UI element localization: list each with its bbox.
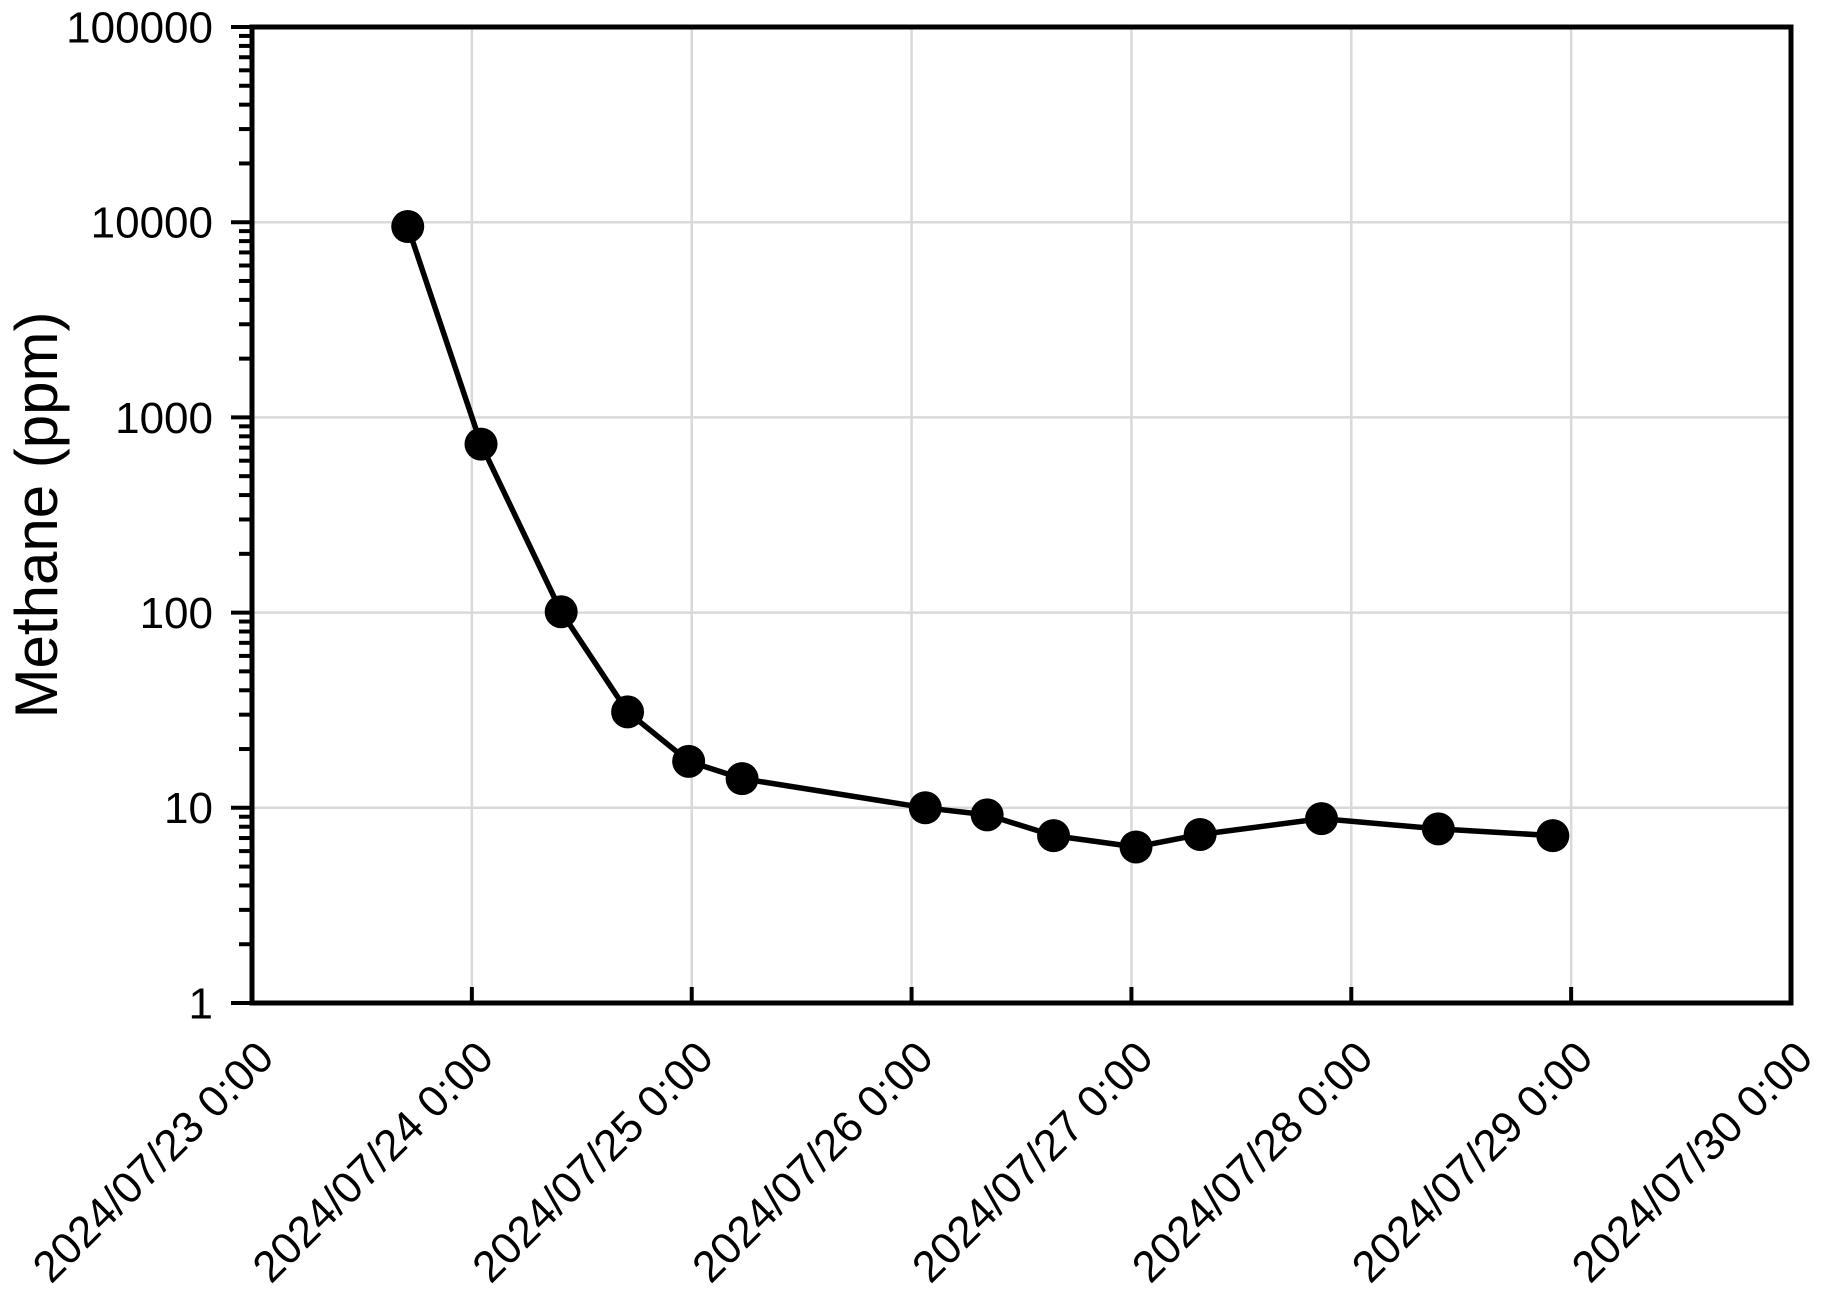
x-axis-tick-label: 2024/07/25 0:00 (463, 1032, 723, 1292)
y-axis-tick-label: 10000 (91, 199, 213, 248)
y-axis-tick-label: 1000 (115, 394, 213, 443)
x-axis-tick-label: 2024/07/30 0:00 (1563, 1032, 1823, 1292)
data-point-marker (544, 595, 578, 629)
x-axis-tick-label: 2024/07/28 0:00 (1123, 1032, 1383, 1292)
data-point-marker (391, 210, 425, 244)
data-point-marker (611, 695, 645, 729)
data-point-marker (1119, 830, 1153, 864)
y-axis-tick-label: 100000 (66, 3, 213, 52)
x-axis-tick-label: 2024/07/24 0:00 (243, 1032, 503, 1292)
data-series (391, 210, 1570, 864)
data-point-marker (1421, 812, 1455, 846)
x-axis-tick-label: 2024/07/23 0:00 (24, 1032, 284, 1292)
y-axis-title: Methane (ppm) (3, 312, 70, 719)
gridlines (252, 27, 1791, 1003)
data-point-marker (1305, 802, 1339, 836)
axis-ticks (231, 25, 1793, 1005)
data-point-marker (970, 798, 1004, 832)
data-point-marker (1536, 819, 1570, 853)
series-line (404, 223, 1556, 850)
data-point-marker (725, 762, 759, 796)
y-axis-tick-label: 1 (189, 979, 213, 1028)
data-point-marker (1037, 819, 1071, 853)
data-point-marker (1183, 817, 1217, 851)
data-point-marker (908, 791, 942, 825)
x-axis-tick-label: 2024/07/29 0:00 (1343, 1032, 1603, 1292)
y-axis-tick-label: 100 (140, 589, 213, 638)
data-point-marker (672, 744, 706, 778)
x-axis-tick-label: 2024/07/26 0:00 (683, 1032, 943, 1292)
x-axis-tick-label: 2024/07/27 0:00 (903, 1032, 1163, 1292)
plot-frame (249, 24, 1794, 1006)
plot-border (249, 24, 1794, 1006)
y-axis-tick-label: 10 (164, 784, 213, 833)
data-point-marker (464, 427, 498, 461)
